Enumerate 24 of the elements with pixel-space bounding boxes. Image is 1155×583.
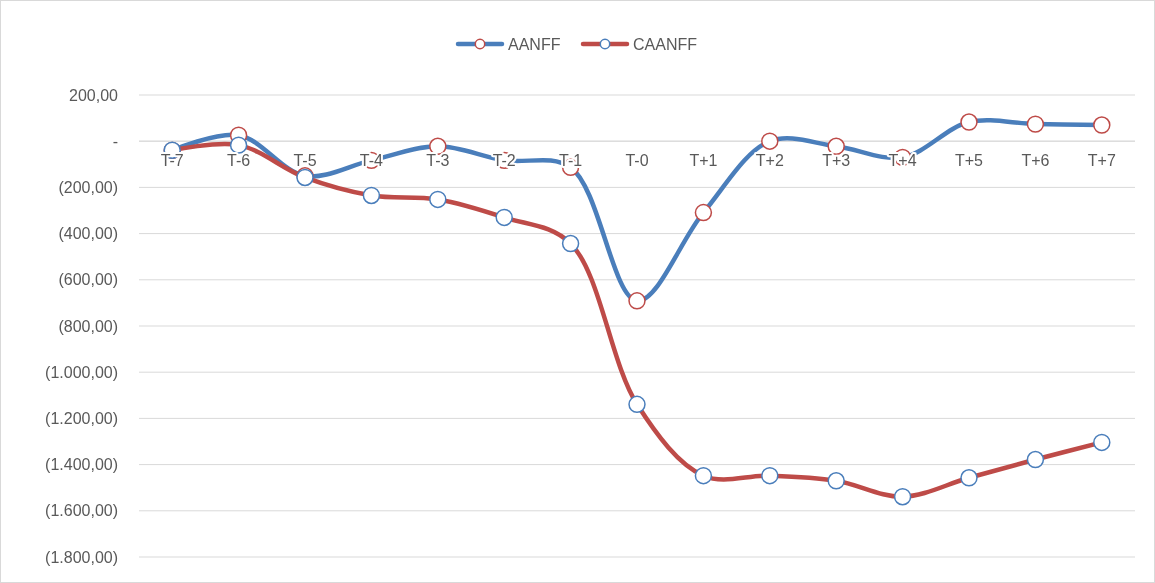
y-tick-label: (1.400,00) bbox=[45, 456, 118, 474]
legend-label: AANFF bbox=[508, 35, 561, 53]
x-tick-label: T+6 bbox=[1021, 151, 1050, 169]
x-tick-label: T-6 bbox=[227, 151, 251, 169]
y-tick-label: (1.600,00) bbox=[45, 502, 118, 520]
y-tick-label: (600,00) bbox=[58, 271, 118, 289]
x-tick-label: T+1 bbox=[689, 151, 718, 169]
y-tick-label: (1.200,00) bbox=[45, 410, 118, 427]
y-tick-label: (400,00) bbox=[58, 225, 118, 243]
x-tick-label: T+5 bbox=[954, 151, 984, 169]
x-tick-label: T-0 bbox=[625, 151, 649, 169]
y-tick-label: - bbox=[112, 132, 118, 150]
y-tick-label: (1.800,00) bbox=[45, 548, 118, 566]
y-tick-label: 200,00 bbox=[69, 86, 119, 104]
x-tick-label: T-5 bbox=[293, 151, 317, 169]
y-tick-label: (800,00) bbox=[58, 317, 118, 335]
x-tick-label: T+3 bbox=[822, 151, 851, 169]
y-tick-label: (200,00) bbox=[58, 179, 118, 196]
x-tick-label: T-3 bbox=[426, 151, 450, 169]
x-tick-label: T+2 bbox=[755, 151, 784, 169]
x-tick-label: T-7 bbox=[160, 151, 184, 169]
x-tick-label: T+7 bbox=[1087, 151, 1116, 169]
y-tick-label: (1.000,00) bbox=[45, 363, 118, 381]
legend-label: CAANFF bbox=[633, 35, 698, 53]
